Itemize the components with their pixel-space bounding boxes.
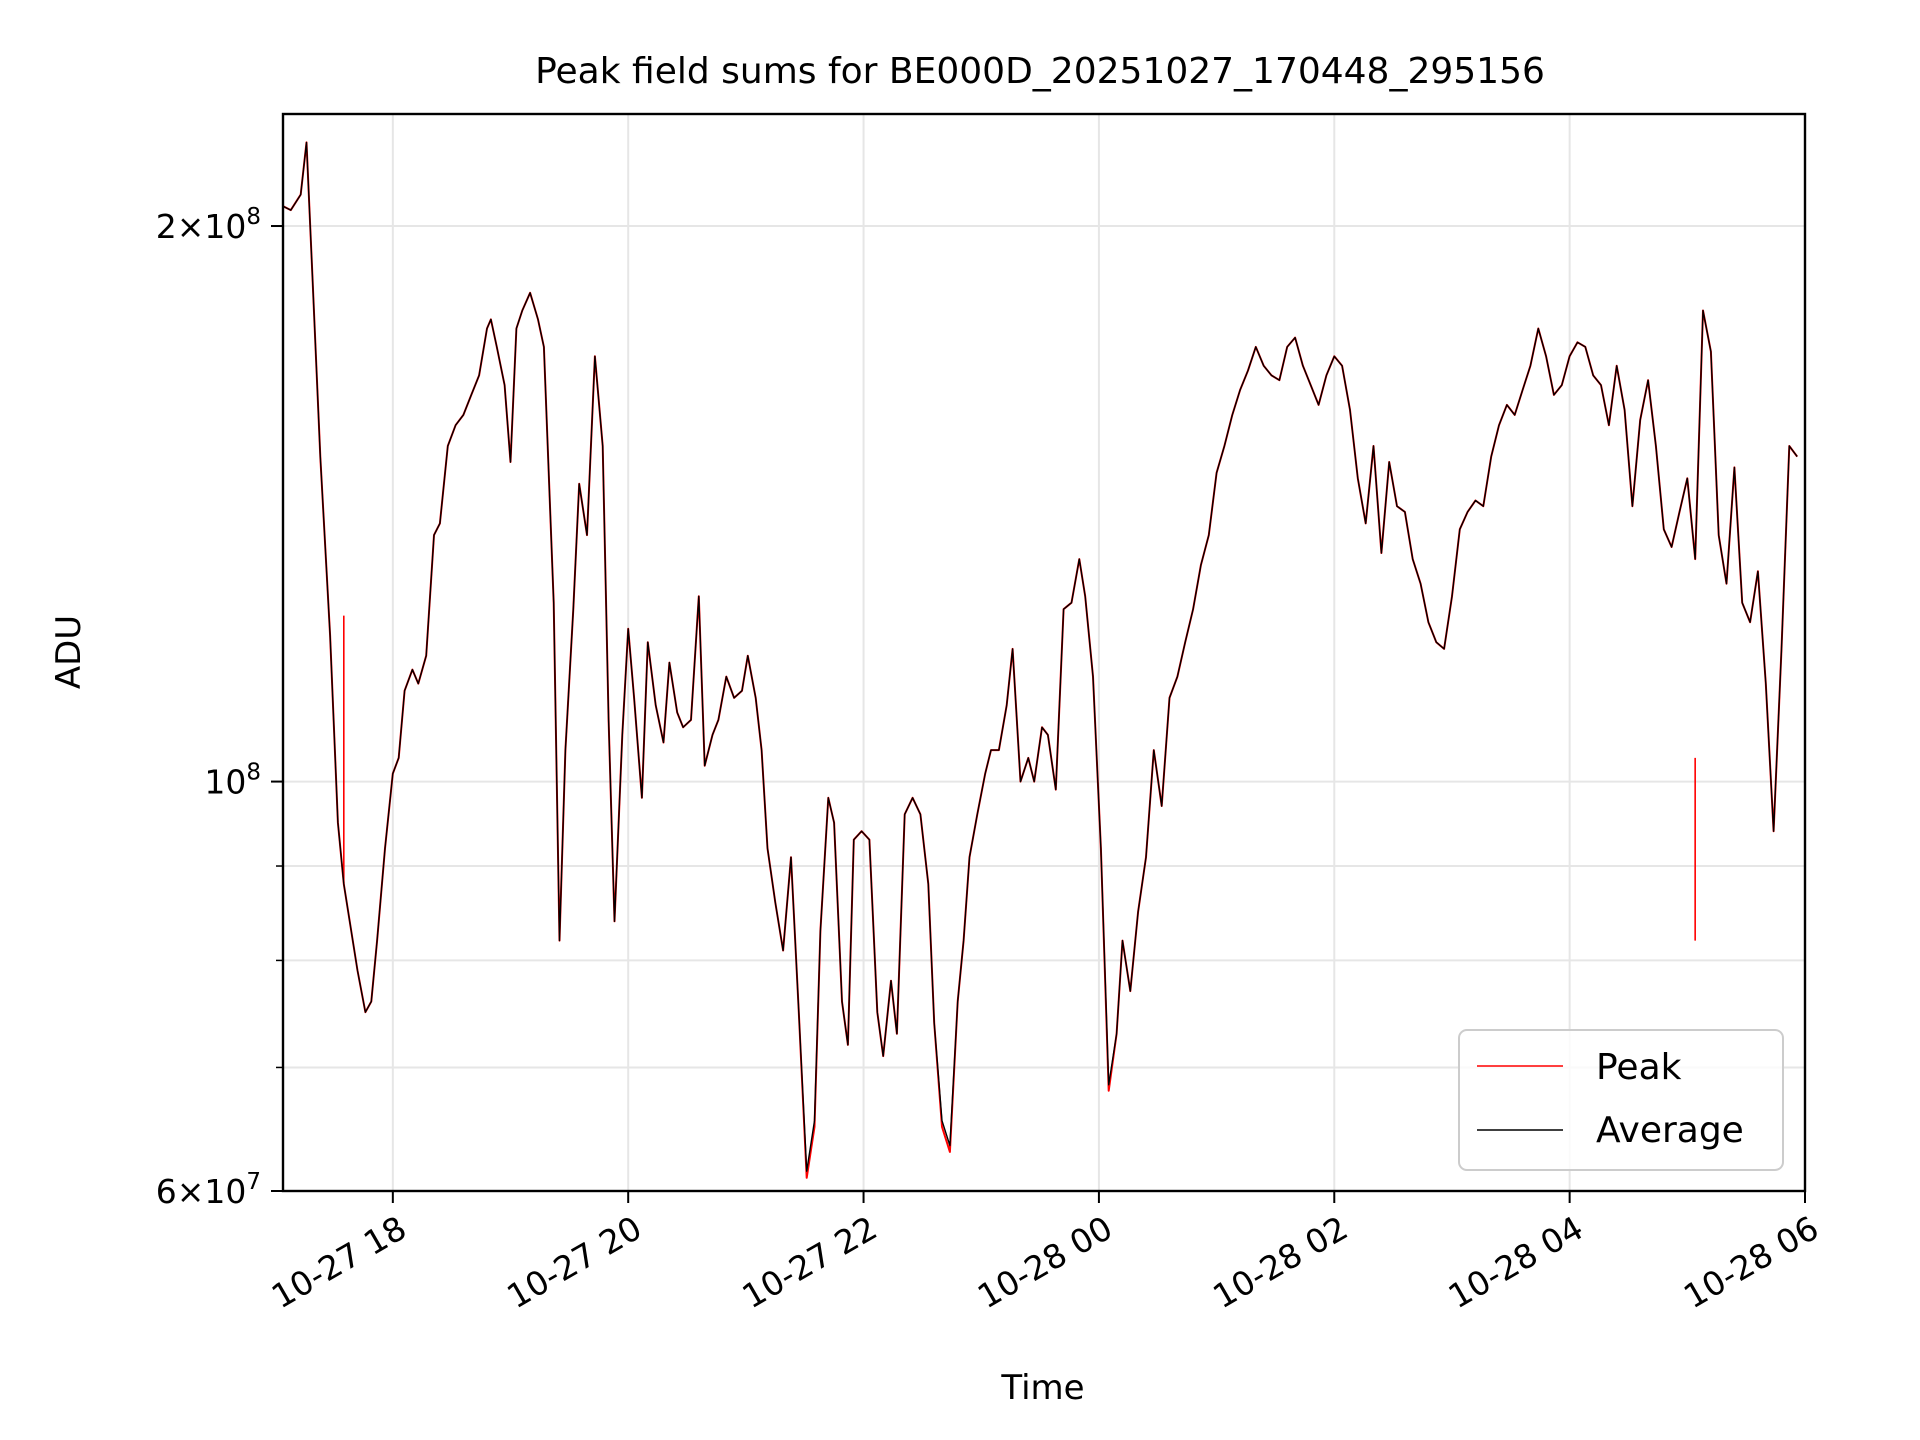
y-axis-ticks: 6×107 108 2×108 [156,204,283,1211]
plot-frame [281,112,1807,1193]
y-axis-label: ADU [49,615,89,689]
x-tick-label: 10-27 18 [265,1208,413,1316]
x-axis-label: Time [1000,1368,1084,1408]
x-tick-label: 10-27 20 [500,1208,648,1316]
legend: Peak Average [1458,1029,1784,1171]
x-tick-label: 10-28 04 [1442,1208,1590,1316]
grid-layer [283,114,1806,1192]
legend-label-peak: Peak [1596,1047,1682,1088]
legend-box [1458,1029,1784,1171]
x-axis-ticks: 10-27 18 10-27 20 10-27 22 10-28 00 10-28 02… [265,1191,1825,1316]
x-tick-label: 10-27 22 [736,1208,884,1316]
series-layer [282,141,1799,1179]
y-tick-label: 2×108 [156,204,261,246]
series-line-average [282,141,1798,1172]
x-tick-label: 10-28 02 [1206,1208,1354,1316]
legend-label-average: Average [1596,1110,1744,1151]
x-tick-label: 10-28 06 [1677,1208,1825,1316]
x-tick-label: 10-28 00 [971,1208,1119,1316]
y-tick-label: 6×107 [156,1169,261,1211]
chart-title: Peak field sums for BE000D_20251027_1704… [535,51,1545,92]
y-tick-label: 108 [204,760,261,802]
